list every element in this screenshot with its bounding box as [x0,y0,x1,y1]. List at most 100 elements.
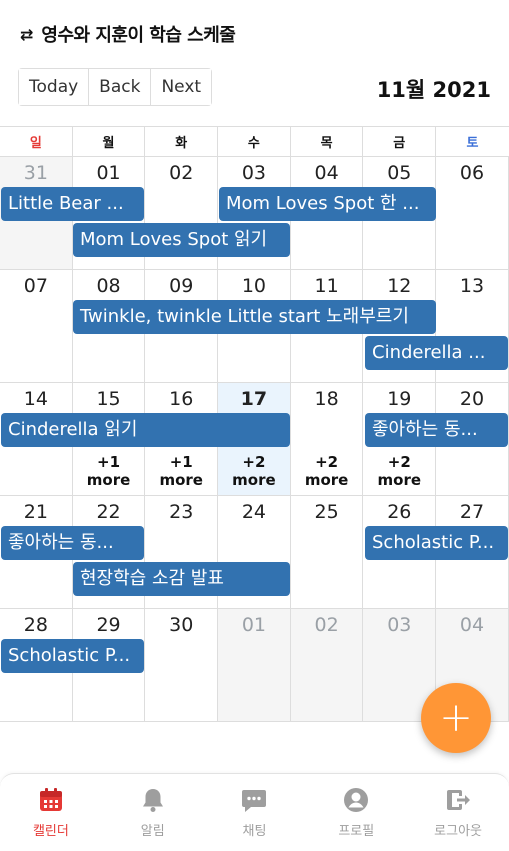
tab-label: 알림 [140,824,165,839]
day-cell[interactable]: 20 [436,383,509,495]
tab-label: 채팅 [242,824,267,839]
event-bar[interactable]: Cinderella ... [365,336,508,370]
add-event-button[interactable]: + [421,683,491,753]
day-cell[interactable]: 25 [291,496,364,608]
day-number: 09 [169,275,194,297]
day-cell[interactable]: 27 [436,496,509,608]
day-number: 31 [23,162,48,184]
day-number: 12 [387,275,412,297]
tab-label: 로그아웃 [434,824,482,839]
tab-logout[interactable]: 로그아웃 [407,774,509,851]
day-number: 24 [241,501,266,523]
day-number: 01 [241,614,266,636]
weekday-header: 일 월 화 수 목 금 토 [0,126,509,157]
day-cell[interactable]: 07 [0,270,73,382]
day-number: 25 [314,501,339,523]
day-number: 13 [459,275,485,297]
next-button[interactable]: Next [151,69,212,105]
event-bar[interactable]: 현장학습 소감 발표 [73,562,290,596]
day-number: 19 [387,388,412,410]
day-cell[interactable]: 01 [218,609,291,721]
day-number: 22 [96,501,121,523]
day-number: 14 [23,388,48,410]
day-number: 26 [387,501,412,523]
back-button[interactable]: Back [89,69,152,105]
day-cell[interactable]: 29 [73,609,146,721]
weekday-tue: 화 [145,127,219,156]
more-link[interactable]: +1 more [159,453,203,489]
day-cell[interactable]: 24 [218,496,291,608]
day-number: 27 [459,501,485,523]
more-link[interactable]: +2 more [304,453,349,489]
day-number: 05 [387,162,412,184]
day-cell[interactable]: 16 +1 more [145,383,219,495]
tab-chat[interactable]: 채팅 [204,774,306,851]
more-link[interactable]: +2 more [232,453,276,489]
event-bar[interactable]: Twinkle, twinkle Little start 노래부르기 [73,300,436,334]
day-cell[interactable]: 01 [73,157,146,269]
tab-label: 캘린더 [32,824,69,839]
week-row: 07 08 09 10 11 12 13 Twinkle, twinkle Li… [0,270,509,383]
day-number: 03 [387,614,412,636]
tab-label: 프로필 [338,824,375,839]
more-link[interactable]: +1 more [86,453,131,489]
day-number: 17 [240,388,268,410]
day-number: 01 [96,162,121,184]
day-number: 11 [314,275,339,297]
day-number: 16 [169,388,194,410]
day-cell[interactable]: 13 [436,270,509,382]
day-cell[interactable]: 30 [145,609,219,721]
day-number: 20 [459,388,485,410]
weekday-sat: 토 [466,136,479,151]
more-link[interactable]: +2 more [377,453,422,489]
swap-arrows-icon[interactable]: ⇄ [20,24,34,44]
bell-icon [142,789,163,812]
day-number: 28 [23,614,48,636]
event-bar[interactable]: Scholastic P... [1,639,144,673]
profile-icon [344,788,369,812]
month-label: 11월 2021 [376,78,491,102]
weekday-mon: 월 [73,127,146,156]
event-bar[interactable]: Scholastic P... [365,526,508,560]
day-number: 21 [23,501,48,523]
day-cell[interactable]: 02 [290,609,364,721]
day-cell[interactable]: 23 [145,496,219,608]
tab-calendar[interactable]: 캘린더 [0,774,102,851]
weekday-thu: 목 [291,127,364,156]
day-number: 02 [169,162,194,184]
event-bar[interactable]: Mom Loves Spot 읽기 [73,223,290,257]
day-cell[interactable]: 02 [145,157,219,269]
logout-icon [447,790,471,810]
tab-alerts[interactable]: 알림 [102,774,204,851]
day-cell[interactable]: 06 [436,157,509,269]
day-cell[interactable]: 22 [73,496,146,608]
event-bar[interactable]: 좋아하는 동... [1,526,144,560]
day-number: 29 [96,614,121,636]
day-number: 08 [96,275,121,297]
month-calendar: 일 월 화 수 목 금 토 31 01 02 03 04 05 06 Littl… [0,126,509,722]
day-number: 07 [23,275,48,297]
nav-toolbar: Today Back Next [18,68,213,106]
day-number: 02 [314,614,339,636]
chat-icon [242,790,267,812]
weekday-wed: 수 [218,127,291,156]
week-row: 14 15 +1 more 16 +1 more 17 +2 more 18 +2 mo… [0,383,509,496]
event-bar[interactable]: Mom Loves Spot 한 ... [219,187,436,221]
event-bar[interactable]: Cinderella 읽기 [1,413,290,447]
today-button[interactable]: Today [19,69,90,105]
day-cell[interactable]: 15 +1 more [73,383,146,495]
day-number: 04 [459,614,485,636]
day-number: 03 [241,162,266,184]
day-number: 30 [169,614,194,636]
event-bar[interactable]: 좋아하는 동... [365,413,508,447]
week-row: 31 01 02 03 04 05 06 Little Bear ... Mom… [0,157,509,270]
tab-profile[interactable]: 프로필 [305,774,407,851]
day-cell[interactable]: 18 +2 more [291,383,364,495]
calendar-icon [39,788,62,811]
day-number: 06 [459,162,485,184]
day-number: 15 [96,388,121,410]
day-number: 04 [314,162,339,184]
app-header: ⇄ 영수와 지훈이 학습 스케줄 [20,22,236,47]
event-bar[interactable]: Little Bear ... [1,187,144,221]
plus-icon: + [439,695,473,741]
